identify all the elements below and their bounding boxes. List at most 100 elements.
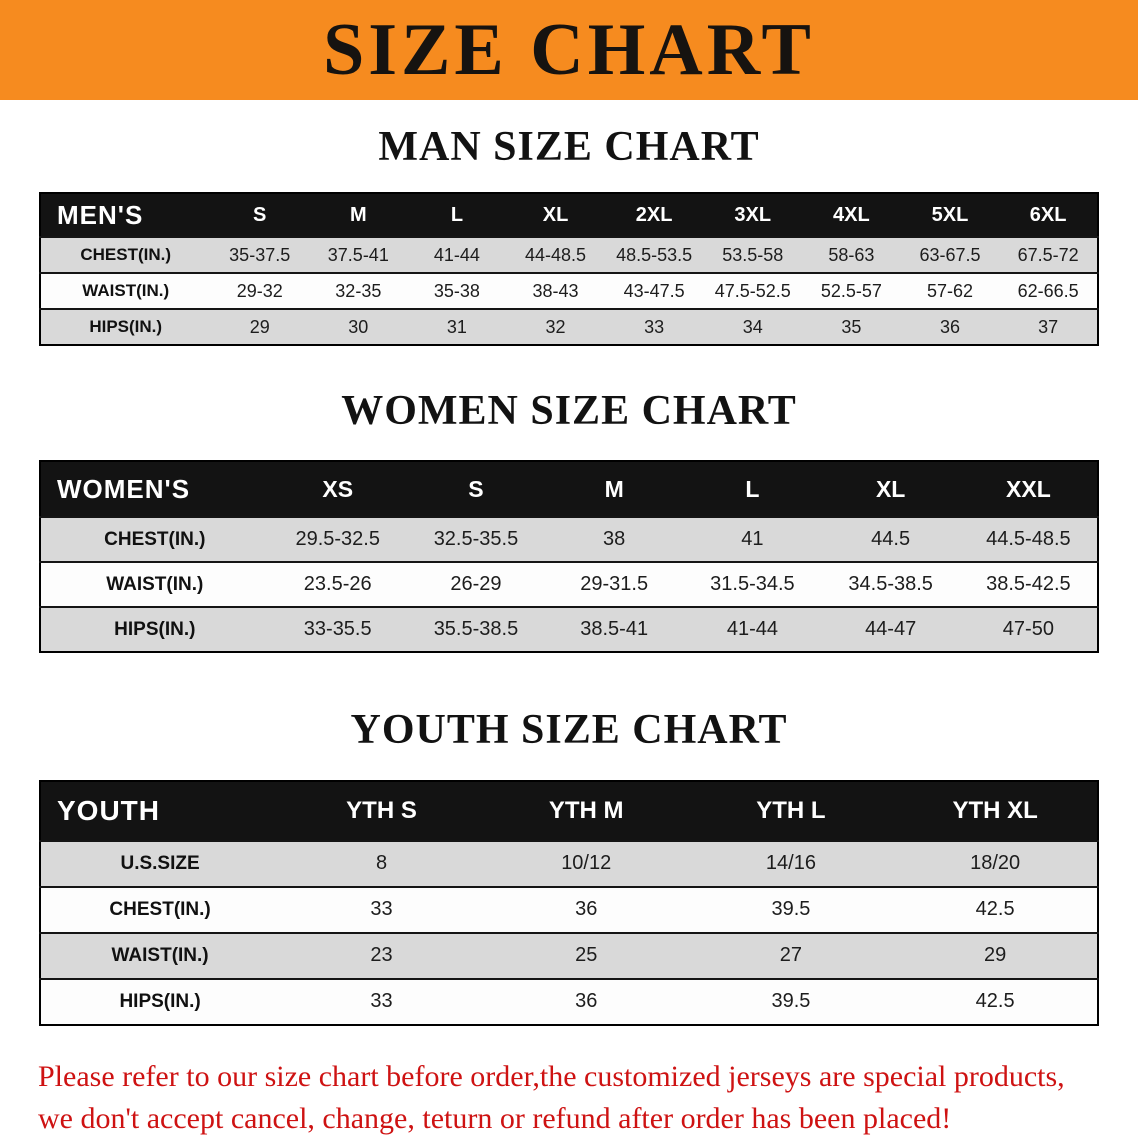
size-column-header: XL	[821, 461, 960, 518]
size-value: 18/20	[893, 839, 1098, 887]
size-value: 38	[545, 516, 684, 563]
size-value: 36	[483, 885, 689, 933]
measurement-label: CHEST(IN.)	[40, 516, 269, 563]
banner-title: SIZE CHART	[323, 9, 815, 91]
size-value: 36	[483, 977, 689, 1025]
size-column-header: L	[407, 193, 507, 238]
women-section-heading: WOMEN SIZE CHART	[341, 388, 797, 435]
size-value: 35.5-38.5	[406, 606, 546, 653]
size-value: 25	[483, 931, 689, 979]
size-value: 39.5	[688, 885, 894, 933]
table-corner-label: MEN'S	[40, 193, 211, 238]
size-value: 53.5-58	[703, 236, 803, 274]
size-value: 23.5-26	[268, 561, 407, 608]
size-value: 37.5-41	[309, 236, 408, 274]
women-size-section: WOMEN SIZE CHART WOMEN'S XS S M L XL XXL CHEST(…	[0, 388, 1138, 654]
size-value: 33	[604, 308, 704, 346]
measurement-label: U.S.SIZE	[40, 839, 280, 887]
measurement-label: WAIST(IN.)	[40, 561, 269, 608]
size-value: 41	[683, 516, 822, 563]
size-value: 35-37.5	[210, 236, 310, 274]
size-value: 67.5-72	[999, 236, 1098, 274]
measurement-row: WAIST(IN.) 23 25 27 29	[40, 931, 1098, 979]
size-value: 35-38	[407, 272, 507, 310]
size-value: 29-32	[210, 272, 310, 310]
size-value: 38.5-42.5	[959, 561, 1098, 608]
size-value: 10/12	[483, 839, 689, 887]
measurement-row: WAIST(IN.) 23.5-26 26-29 29-31.5 31.5-34.5 34…	[40, 561, 1098, 608]
size-value: 27	[688, 931, 894, 979]
size-value: 52.5-57	[802, 272, 901, 310]
size-column-header: YTH M	[483, 780, 689, 841]
size-value: 42.5	[893, 885, 1098, 933]
size-value: 41-44	[407, 236, 507, 274]
size-value: 44.5	[821, 516, 960, 563]
size-value: 29	[210, 308, 310, 346]
size-value: 32	[506, 308, 605, 346]
men-size-section: MAN SIZE CHART MEN'S S M L XL 2XL 3XL 4XL 5XL 6XL…	[0, 124, 1138, 347]
size-column-header: M	[545, 461, 684, 518]
measurement-row: HIPS(IN.) 33-35.5 35.5-38.5 38.5-41 41-44 44-…	[40, 606, 1098, 653]
size-value: 31	[407, 308, 507, 346]
measurement-label: HIPS(IN.)	[40, 308, 211, 346]
measurement-row: CHEST(IN.) 29.5-32.5 32.5-35.5 38 41 44.5 44.5…	[40, 516, 1098, 563]
measurement-label: WAIST(IN.)	[40, 272, 211, 310]
size-value: 36	[900, 308, 1000, 346]
size-value: 14/16	[688, 839, 894, 887]
measurement-label: CHEST(IN.)	[40, 236, 211, 274]
size-value: 44-47	[821, 606, 960, 653]
size-column-header: YTH S	[279, 780, 484, 841]
measurement-label: HIPS(IN.)	[40, 977, 280, 1025]
measurement-row: CHEST(IN.) 33 36 39.5 42.5	[40, 885, 1098, 933]
size-value: 41-44	[683, 606, 822, 653]
size-value: 63-67.5	[900, 236, 1000, 274]
size-value: 33	[279, 977, 484, 1025]
measurement-row: WAIST(IN.) 29-32 32-35 35-38 38-43 43-47.5 47.…	[40, 272, 1098, 310]
size-value: 37	[999, 308, 1098, 346]
size-value: 23	[279, 931, 484, 979]
size-value: 26-29	[406, 561, 546, 608]
size-value: 43-47.5	[604, 272, 704, 310]
size-value: 47-50	[959, 606, 1098, 653]
measurement-row: CHEST(IN.) 35-37.5 37.5-41 41-44 44-48.5 48.5…	[40, 236, 1098, 274]
table-corner-label: WOMEN'S	[40, 461, 269, 518]
size-column-header: YTH XL	[893, 780, 1098, 841]
size-chart-banner: SIZE CHART	[0, 0, 1138, 100]
measurement-label: WAIST(IN.)	[40, 931, 280, 979]
size-value: 31.5-34.5	[683, 561, 822, 608]
measurement-row: U.S.SIZE 8 10/12 14/16 18/20	[40, 839, 1098, 887]
size-value: 33-35.5	[268, 606, 407, 653]
size-value: 32.5-35.5	[406, 516, 546, 563]
size-value: 30	[309, 308, 408, 346]
size-value: 35	[802, 308, 901, 346]
size-value: 33	[279, 885, 484, 933]
size-value: 44.5-48.5	[959, 516, 1098, 563]
size-value: 62-66.5	[999, 272, 1098, 310]
size-value: 38-43	[506, 272, 605, 310]
youth-section-heading: YOUTH SIZE CHART	[350, 707, 788, 754]
size-column-header: 5XL	[900, 193, 1000, 238]
size-value: 39.5	[688, 977, 894, 1025]
women-size-table: WOMEN'S XS S M L XL XXL CHEST(IN.) 29.5-32.5 32.5…	[39, 460, 1099, 654]
size-value: 38.5-41	[545, 606, 684, 653]
size-column-header: 3XL	[703, 193, 803, 238]
size-value: 29	[893, 931, 1098, 979]
size-value: 34	[703, 308, 803, 346]
size-column-header: L	[683, 461, 822, 518]
measurement-row: HIPS(IN.) 29 30 31 32 33 34 35 36 37	[40, 308, 1098, 346]
size-value: 32-35	[309, 272, 408, 310]
size-value: 44-48.5	[506, 236, 605, 274]
size-column-header: S	[406, 461, 546, 518]
size-column-header: S	[210, 193, 310, 238]
size-value: 34.5-38.5	[821, 561, 960, 608]
size-column-header: XL	[506, 193, 605, 238]
size-value: 8	[279, 839, 484, 887]
notice-line-1: Please refer to our size chart before or…	[38, 1059, 1065, 1093]
size-column-header: YTH L	[688, 780, 894, 841]
size-column-header: 2XL	[604, 193, 704, 238]
youth-size-table: YOUTH YTH S YTH M YTH L YTH XL U.S.SIZE 8 10/12…	[39, 779, 1099, 1026]
men-size-table: MEN'S S M L XL 2XL 3XL 4XL 5XL 6XL CHEST(IN.) 35-37…	[39, 192, 1099, 347]
size-column-header: 4XL	[802, 193, 901, 238]
size-value: 57-62	[900, 272, 1000, 310]
table-header-row: WOMEN'S XS S M L XL XXL	[40, 461, 1098, 518]
